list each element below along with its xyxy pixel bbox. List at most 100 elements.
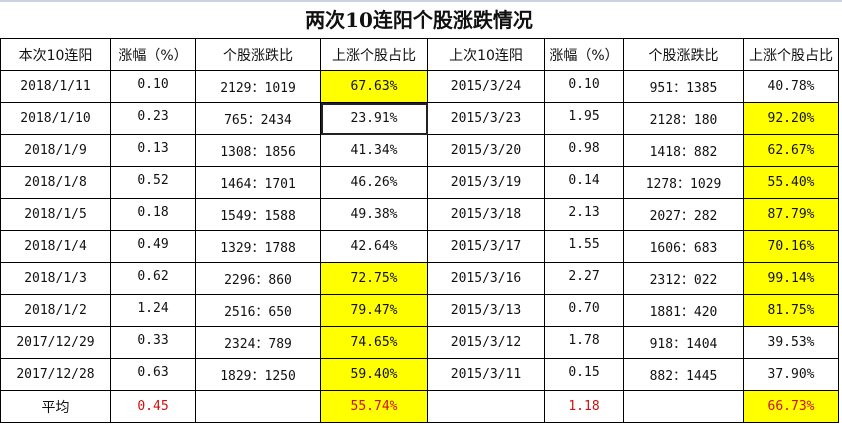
average-previous-up-pct-cell[interactable]: 66.73% (743, 390, 839, 423)
previous-change-cell[interactable]: 0.70 (544, 294, 624, 327)
header-current-ratio[interactable]: 个股涨跌比 (195, 38, 321, 71)
previous-up-pct-cell[interactable]: 40.78% (743, 70, 839, 103)
previous-change-cell[interactable]: 0.98 (544, 134, 624, 167)
previous-change-cell[interactable]: 1.55 (544, 230, 624, 263)
current-change-cell[interactable]: 0.63 (110, 358, 196, 391)
previous-ratio-cell[interactable]: 2312：022 (623, 262, 744, 295)
current-change-cell[interactable]: 1.24 (110, 294, 196, 327)
current-date-cell[interactable]: 2018/1/5 (0, 198, 111, 231)
current-date-cell[interactable]: 2018/1/8 (0, 166, 111, 199)
previous-date-cell[interactable]: 2015/3/18 (427, 198, 545, 231)
previous-up-pct-cell[interactable]: 55.40% (743, 166, 839, 199)
current-ratio-cell[interactable]: 1549：1588 (195, 198, 321, 231)
previous-change-cell[interactable]: 2.27 (544, 262, 624, 295)
previous-change-cell[interactable]: 1.78 (544, 326, 624, 359)
previous-up-pct-cell[interactable]: 70.16% (743, 230, 839, 263)
current-date-cell[interactable]: 2018/1/2 (0, 294, 111, 327)
header-current-up-pct[interactable]: 上涨个股占比 (320, 38, 428, 71)
previous-ratio-cell[interactable]: 951：1385 (623, 70, 744, 103)
current-date-cell[interactable]: 2018/1/11 (0, 70, 111, 103)
previous-date-cell[interactable]: 2015/3/23 (427, 102, 545, 135)
current-date-cell[interactable]: 2018/1/4 (0, 230, 111, 263)
current-change-cell[interactable]: 0.13 (110, 134, 196, 167)
current-up-pct-cell[interactable]: 59.40% (320, 358, 428, 391)
previous-date-cell[interactable]: 2015/3/20 (427, 134, 545, 167)
previous-date-cell[interactable]: 2015/3/19 (427, 166, 545, 199)
current-up-pct-cell[interactable]: 74.65% (320, 326, 428, 359)
previous-ratio-cell[interactable]: 1278：1029 (623, 166, 744, 199)
previous-up-pct-cell[interactable]: 62.67% (743, 134, 839, 167)
previous-up-pct-cell[interactable]: 39.53% (743, 326, 839, 359)
current-ratio-cell[interactable]: 2296：860 (195, 262, 321, 295)
current-ratio-cell[interactable]: 2129：1019 (195, 70, 321, 103)
current-up-pct-cell[interactable]: 23.91% (320, 102, 428, 135)
previous-ratio-cell[interactable]: 918：1404 (623, 326, 744, 359)
current-ratio-cell[interactable]: 1464：1701 (195, 166, 321, 199)
previous-change-cell[interactable]: 0.10 (544, 70, 624, 103)
current-change-cell[interactable]: 0.23 (110, 102, 196, 135)
previous-change-cell[interactable]: 1.95 (544, 102, 624, 135)
header-previous-change[interactable]: 涨幅（%） (544, 38, 624, 71)
average-previous-ratio-cell[interactable] (623, 390, 744, 423)
current-change-cell[interactable]: 0.18 (110, 198, 196, 231)
previous-up-pct-cell[interactable]: 99.14% (743, 262, 839, 295)
average-current-ratio-cell[interactable] (195, 390, 321, 423)
current-date-cell[interactable]: 2018/1/9 (0, 134, 111, 167)
current-date-cell[interactable]: 2017/12/28 (0, 358, 111, 391)
average-current-change-cell[interactable]: 0.45 (110, 390, 196, 423)
previous-change-cell[interactable]: 2.13 (544, 198, 624, 231)
current-change-cell[interactable]: 0.10 (110, 70, 196, 103)
previous-up-pct-cell[interactable]: 87.79% (743, 198, 839, 231)
header-previous-date[interactable]: 上次10连阳 (427, 38, 545, 71)
current-up-pct-cell[interactable]: 42.64% (320, 230, 428, 263)
previous-date-cell[interactable]: 2015/3/12 (427, 326, 545, 359)
header-previous-up-pct[interactable]: 上涨个股占比 (743, 38, 839, 71)
table-row: 2018/1/8 0.52 1464：1701 46.26% 2015/3/19 0.14… (0, 166, 839, 199)
previous-up-pct-cell[interactable]: 81.75% (743, 294, 839, 327)
previous-ratio-cell[interactable]: 2027：282 (623, 198, 744, 231)
previous-date-cell[interactable]: 2015/3/11 (427, 358, 545, 391)
current-date-cell[interactable]: 2017/12/29 (0, 326, 111, 359)
previous-up-pct-cell[interactable]: 37.90% (743, 358, 839, 391)
table-row: 2018/1/2 1.24 2516：650 79.47% 2015/3/13 0.70 1… (0, 294, 839, 327)
previous-ratio-cell[interactable]: 1418：882 (623, 134, 744, 167)
previous-date-cell[interactable]: 2015/3/16 (427, 262, 545, 295)
header-current-date[interactable]: 本次10连阳 (0, 38, 111, 71)
current-up-pct-cell[interactable]: 41.34% (320, 134, 428, 167)
current-up-pct-cell[interactable]: 46.26% (320, 166, 428, 199)
current-ratio-cell[interactable]: 765：2434 (195, 102, 321, 135)
current-ratio-cell[interactable]: 2516：650 (195, 294, 321, 327)
header-previous-ratio[interactable]: 个股涨跌比 (623, 38, 744, 71)
current-date-cell[interactable]: 2018/1/3 (0, 262, 111, 295)
average-previous-date-cell[interactable] (427, 390, 545, 423)
current-up-pct-cell[interactable]: 49.38% (320, 198, 428, 231)
current-change-cell[interactable]: 0.52 (110, 166, 196, 199)
previous-change-cell[interactable]: 0.14 (544, 166, 624, 199)
current-up-pct-cell[interactable]: 72.75% (320, 262, 428, 295)
current-ratio-cell[interactable]: 1329：1788 (195, 230, 321, 263)
previous-ratio-cell[interactable]: 882：1445 (623, 358, 744, 391)
table-row: 2018/1/3 0.62 2296：860 72.75% 2015/3/16 2.27 2… (0, 262, 839, 295)
current-up-pct-cell[interactable]: 67.63% (320, 70, 428, 103)
sheet-title[interactable]: 两次10连阳个股涨跌情况 (305, 8, 533, 32)
current-date-cell[interactable]: 2018/1/10 (0, 102, 111, 135)
previous-date-cell[interactable]: 2015/3/17 (427, 230, 545, 263)
average-current-up-pct-cell[interactable]: 55.74% (320, 390, 428, 423)
previous-date-cell[interactable]: 2015/3/24 (427, 70, 545, 103)
previous-ratio-cell[interactable]: 2128：180 (623, 102, 744, 135)
current-change-cell[interactable]: 0.62 (110, 262, 196, 295)
average-label-cell[interactable]: 平均 (0, 390, 111, 423)
current-change-cell[interactable]: 0.49 (110, 230, 196, 263)
previous-ratio-cell[interactable]: 1606：683 (623, 230, 744, 263)
header-current-change[interactable]: 涨幅（%） (110, 38, 196, 71)
previous-change-cell[interactable]: 0.15 (544, 358, 624, 391)
average-previous-change-cell[interactable]: 1.18 (544, 390, 624, 423)
previous-ratio-cell[interactable]: 1881：420 (623, 294, 744, 327)
current-ratio-cell[interactable]: 2324：789 (195, 326, 321, 359)
current-up-pct-cell[interactable]: 79.47% (320, 294, 428, 327)
current-change-cell[interactable]: 0.33 (110, 326, 196, 359)
previous-up-pct-cell[interactable]: 92.20% (743, 102, 839, 135)
current-ratio-cell[interactable]: 1308：1856 (195, 134, 321, 167)
previous-date-cell[interactable]: 2015/3/13 (427, 294, 545, 327)
current-ratio-cell[interactable]: 1829：1250 (195, 358, 321, 391)
